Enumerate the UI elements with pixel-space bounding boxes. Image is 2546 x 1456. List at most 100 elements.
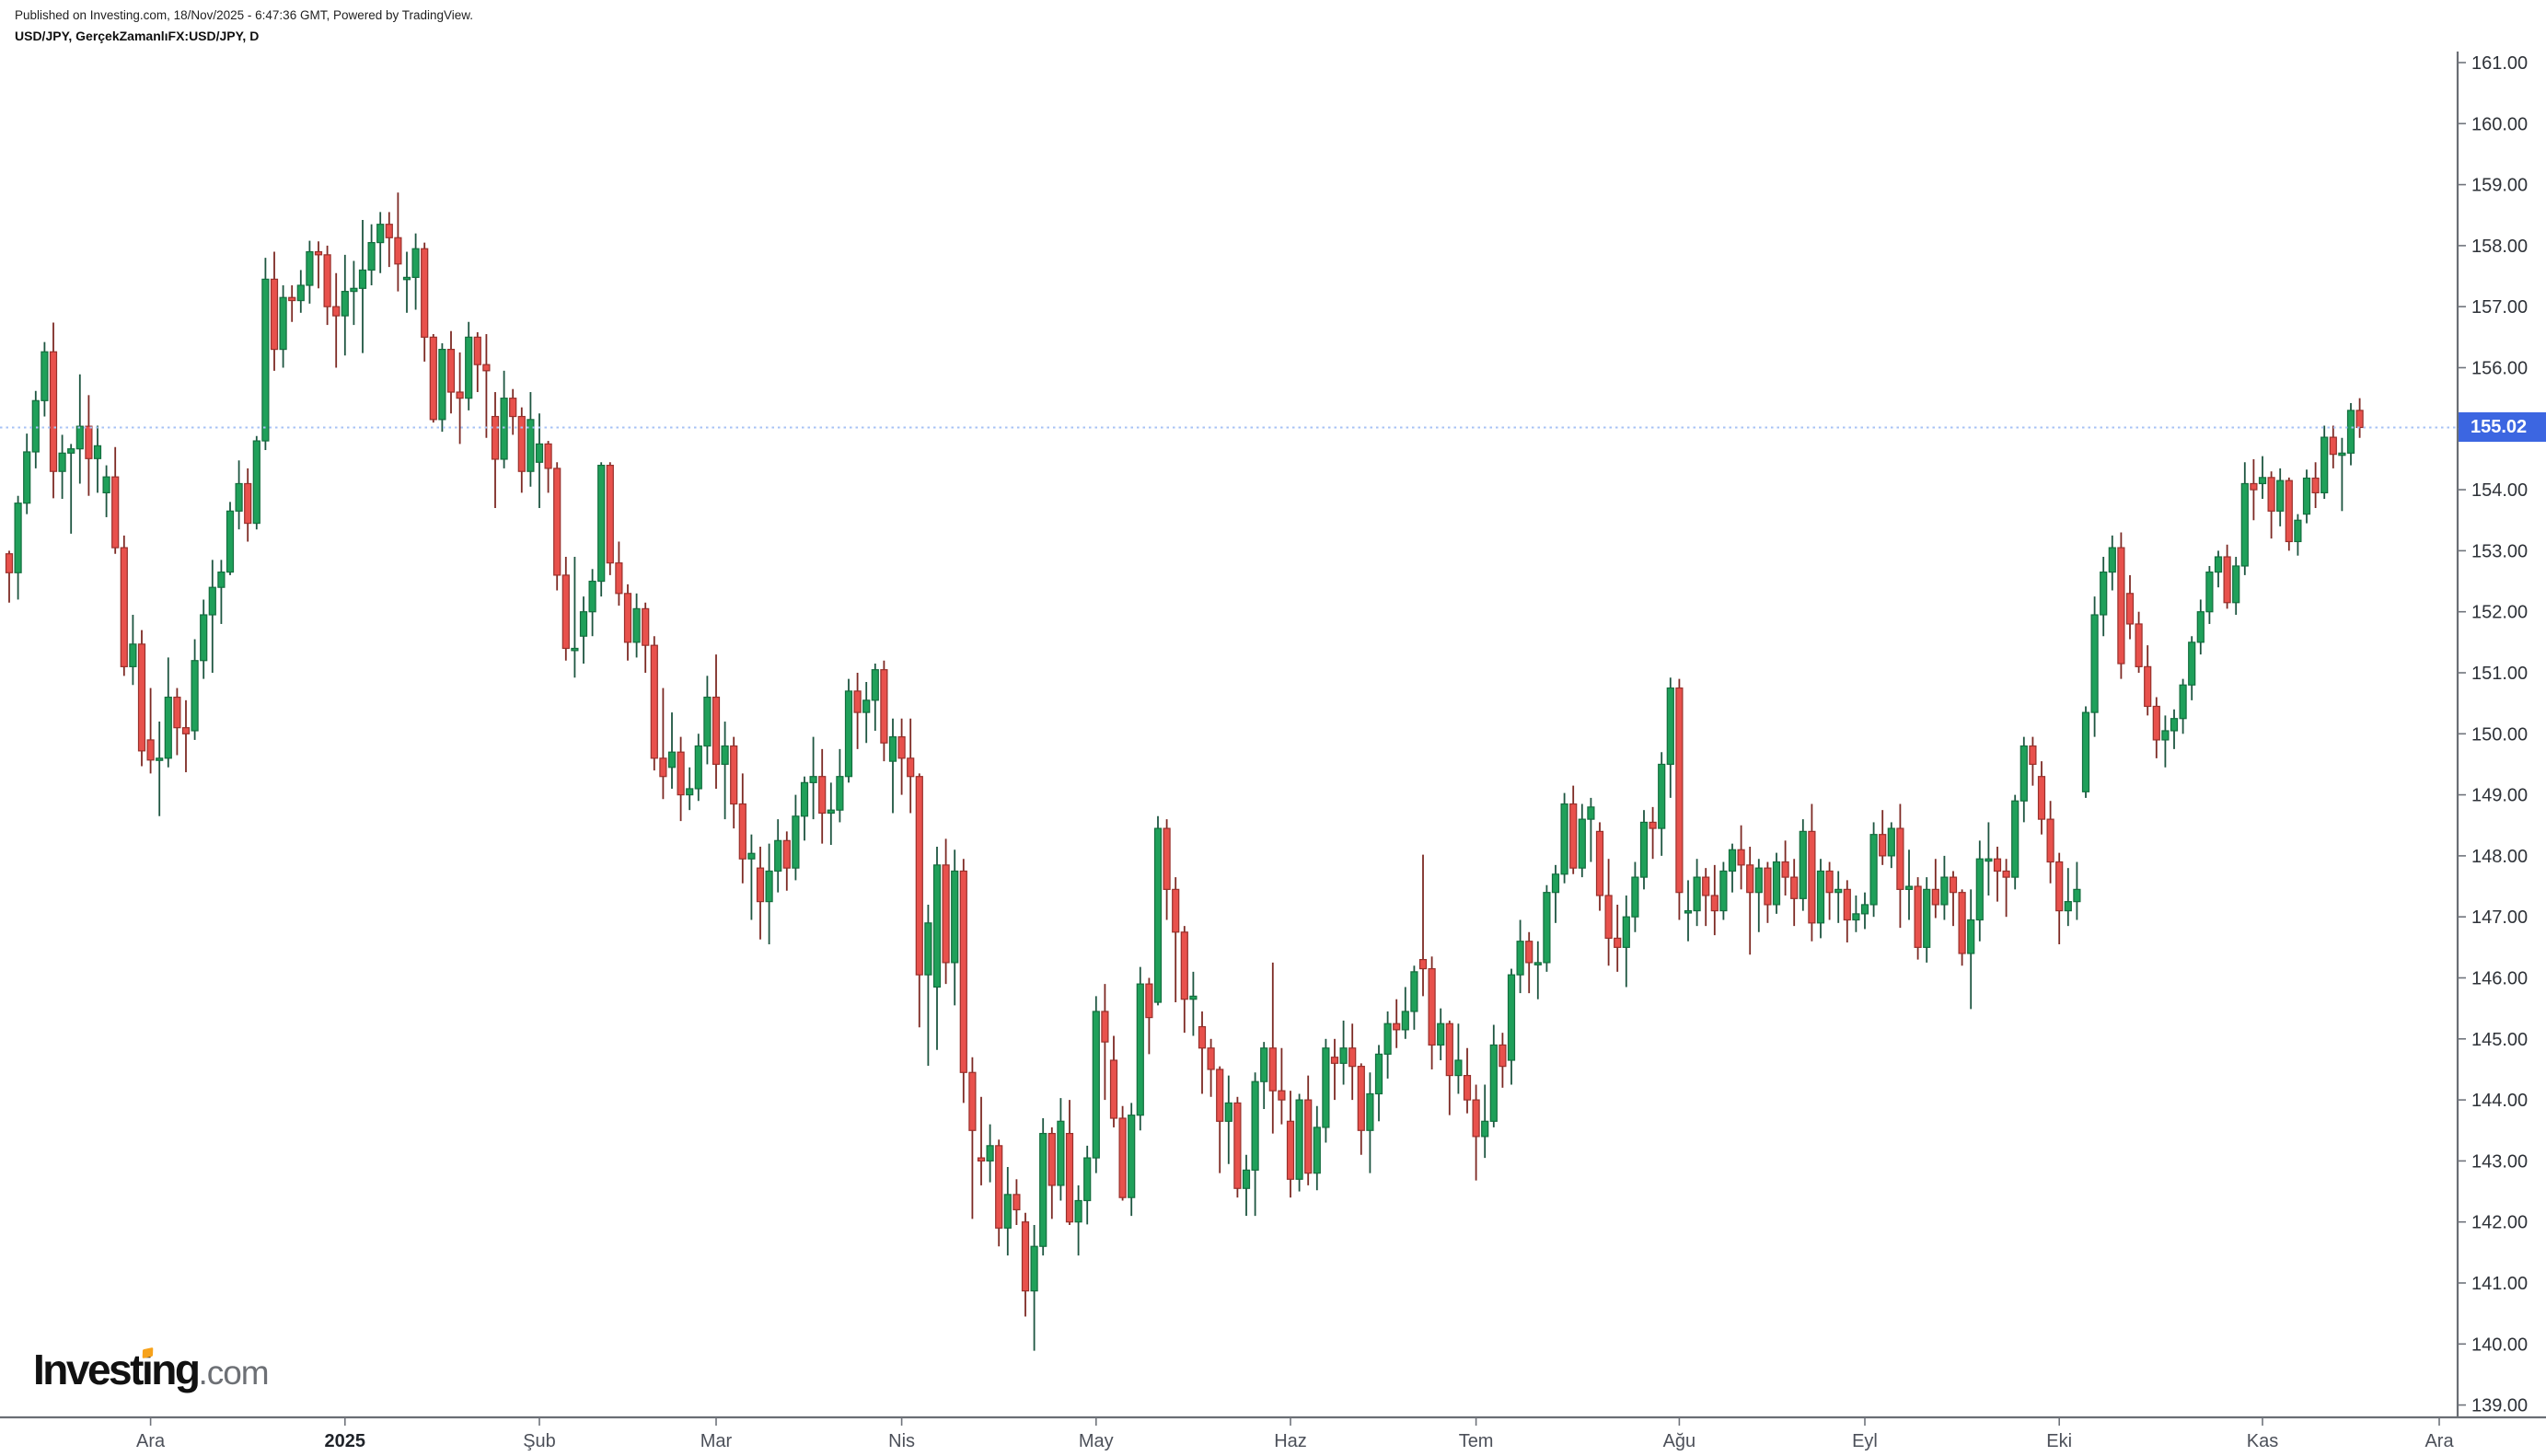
candle (58, 434, 66, 500)
candle (261, 258, 270, 451)
candle (208, 560, 216, 673)
candle (782, 831, 791, 891)
candle (862, 681, 871, 744)
month-tick-label: May (1079, 1431, 1114, 1451)
candle (951, 849, 959, 1006)
candle (1931, 859, 1939, 919)
candle (14, 495, 22, 600)
candle (181, 699, 191, 773)
investing-logo: Investing.com (33, 1347, 270, 1395)
candle (1533, 941, 1542, 1000)
candle (1251, 1072, 1259, 1217)
candle (411, 233, 420, 310)
candle (85, 395, 93, 496)
price-tick-label: 144.00 (2471, 1091, 2528, 1111)
candle (553, 462, 561, 591)
candle (279, 284, 287, 368)
month-tick-label: Ara (136, 1431, 166, 1451)
candle (341, 254, 349, 356)
candle (1764, 861, 1772, 923)
candle (2346, 402, 2355, 466)
candle (2081, 706, 2090, 798)
candle (270, 251, 279, 371)
candle (5, 550, 14, 603)
candle (1013, 1179, 1021, 1226)
candle (986, 1124, 994, 1183)
candle (1587, 797, 1595, 862)
candle (1834, 871, 1843, 923)
candle (818, 748, 827, 844)
candle (2188, 636, 2196, 700)
candle (1065, 1100, 1074, 1226)
candle (1516, 919, 1524, 994)
candle (1614, 904, 1622, 972)
candle (288, 284, 296, 322)
candle (465, 321, 473, 410)
candle (571, 557, 579, 678)
month-tick-label: Mar (700, 1431, 733, 1451)
candle (792, 794, 800, 881)
candle (137, 630, 146, 767)
candle (1543, 884, 1551, 972)
candle (1180, 926, 1188, 1034)
candle (1057, 1098, 1065, 1201)
candle (2117, 532, 2125, 679)
candle (1675, 678, 1684, 920)
candle (1578, 803, 1586, 878)
current-price-badge: 155.02 (2459, 412, 2546, 443)
price-tick-label: 145.00 (2471, 1030, 2528, 1050)
price-tick-label: 161.00 (2471, 53, 2528, 74)
candle (1825, 861, 1834, 920)
candle (1666, 677, 1674, 798)
candle (376, 212, 385, 273)
candle (1021, 1212, 1030, 1317)
price-tick-label: 142.00 (2471, 1213, 2528, 1233)
candle (1286, 1091, 1295, 1198)
candle (959, 859, 967, 1104)
price-tick-label: 141.00 (2471, 1274, 2528, 1294)
candle (314, 241, 323, 289)
candle (1499, 1033, 1507, 1088)
candle (995, 1139, 1003, 1247)
candle (1790, 859, 1799, 927)
candle (2223, 544, 2231, 609)
candle (2055, 852, 2064, 945)
candle (800, 776, 809, 841)
candle (677, 736, 685, 822)
candle (1967, 889, 1975, 1010)
price-tick-label: 159.00 (2471, 176, 2528, 196)
candle (1304, 1075, 1313, 1185)
candle (1313, 1105, 1321, 1191)
candle (1136, 966, 1144, 1131)
candle (2320, 425, 2329, 500)
candle (1268, 962, 1277, 1134)
candle (738, 773, 746, 884)
candle (102, 465, 110, 517)
candle (2294, 514, 2302, 556)
published-line: Published on Investing.com, 18/Nov/2025 … (15, 8, 474, 22)
candle (1622, 895, 1630, 988)
candle (888, 718, 897, 814)
candle (1092, 996, 1100, 1173)
candle (1781, 840, 1789, 896)
candle (2240, 462, 2249, 575)
candle (1401, 987, 1409, 1039)
candle (2250, 458, 2258, 521)
candle (482, 334, 491, 438)
candle (1383, 1011, 1392, 1079)
candle (1993, 846, 2002, 902)
candle (1393, 999, 1401, 1048)
candle (2196, 599, 2205, 655)
month-tick-label: Tem (1459, 1431, 1494, 1451)
month-tick-label: Eki (2046, 1431, 2072, 1451)
candle (2302, 469, 2311, 524)
candle (235, 460, 243, 530)
candle (1754, 859, 1763, 932)
candle (2046, 801, 2054, 884)
candle (2064, 868, 2072, 927)
candle (915, 773, 923, 1028)
candle (1904, 849, 1914, 920)
candle (588, 569, 596, 637)
candle (217, 560, 226, 624)
candle (1357, 1063, 1365, 1155)
